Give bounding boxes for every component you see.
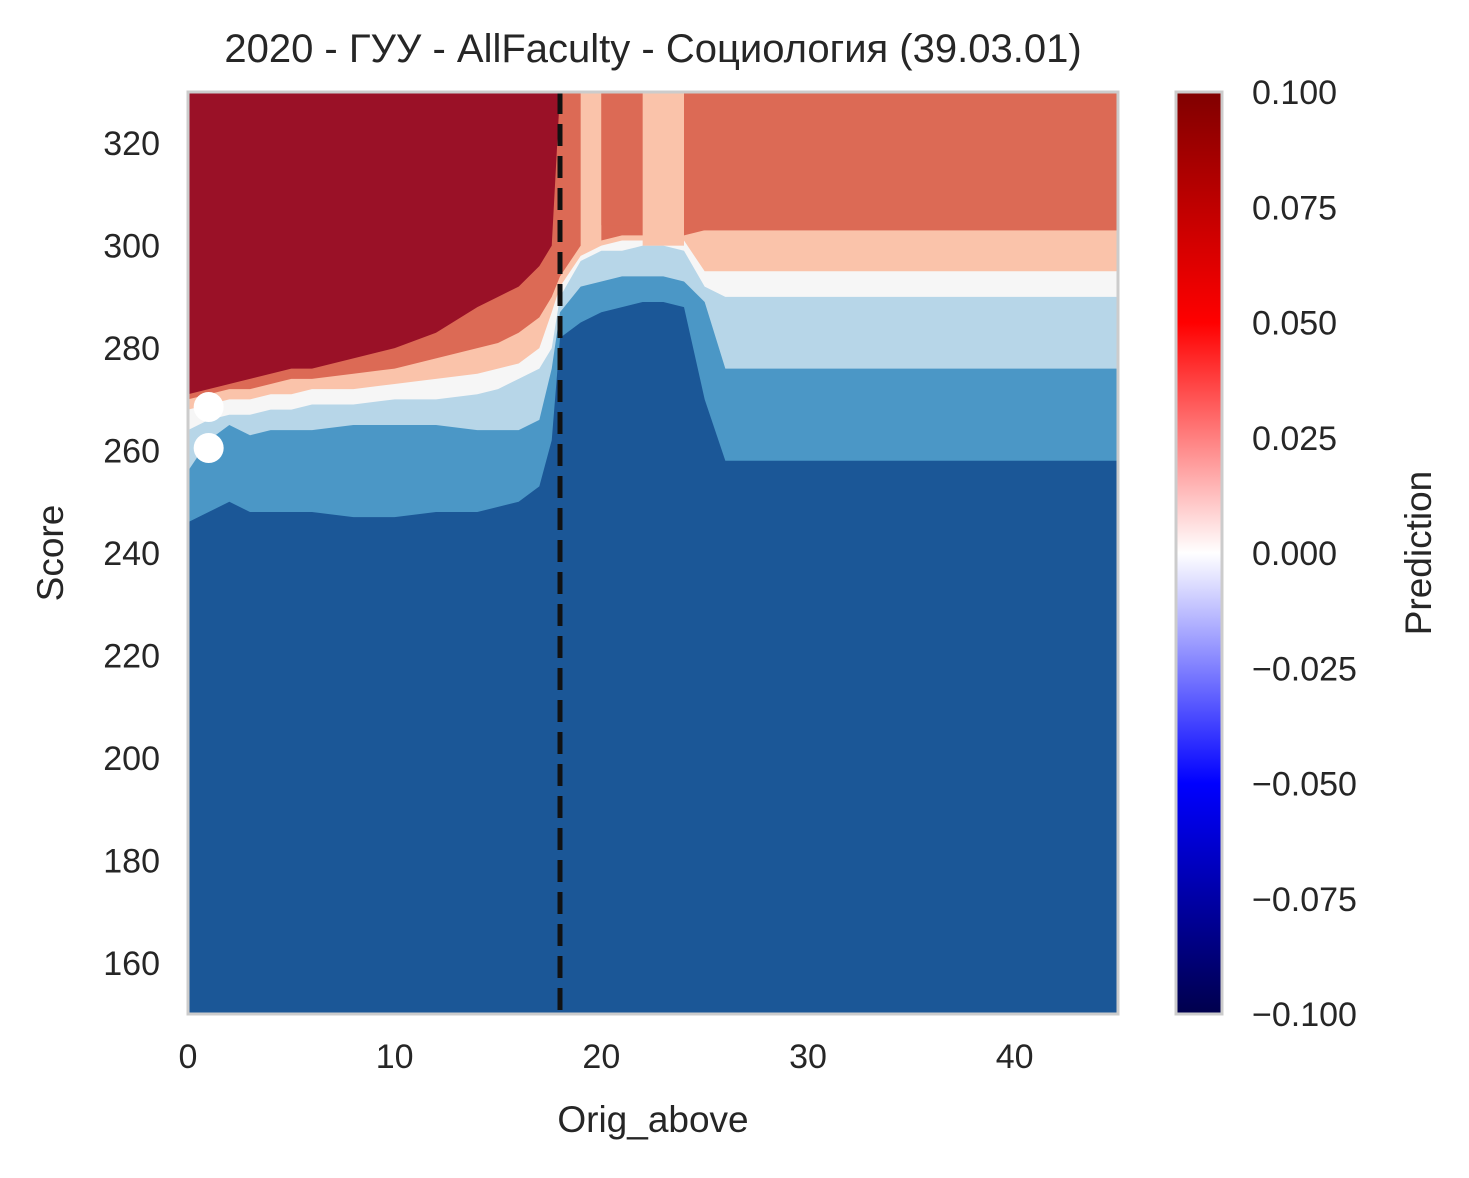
colorbar: 0.100 0.075 0.050 0.025 0.000 −0.025 −0.050 −0.…	[1174, 74, 1439, 1034]
y-tick-label: 220	[103, 637, 160, 675]
y-axis-label: Score	[30, 505, 71, 602]
upper-band-column-2	[642, 92, 684, 246]
plot-area	[188, 92, 1118, 1014]
x-tick-label: 10	[376, 1038, 414, 1076]
colorbar-tick-label: 0.075	[1252, 189, 1337, 227]
colorbar-tick-label: −0.075	[1252, 881, 1357, 919]
y-tick-label: 320	[103, 125, 160, 163]
colorbar-tick-label: −0.025	[1252, 650, 1357, 688]
x-axis-ticks: 0 10 20 30 40	[179, 1038, 1034, 1076]
colorbar-tick-label: 0.025	[1252, 420, 1337, 458]
y-tick-label: 260	[103, 433, 160, 471]
colorbar-tick-label: −0.100	[1252, 996, 1357, 1034]
colorbar-label: Prediction	[1398, 471, 1439, 636]
x-tick-label: 40	[996, 1038, 1034, 1076]
y-tick-label: 300	[103, 228, 160, 266]
y-tick-label: 160	[103, 945, 160, 983]
colorbar-tick-label: 0.050	[1252, 305, 1337, 343]
chart-title: 2020 - ГУУ - AllFaculty - Социология (39…	[224, 27, 1081, 71]
x-tick-label: 0	[179, 1038, 198, 1076]
colorbar-tick-label: 0.000	[1252, 535, 1337, 573]
x-tick-label: 30	[789, 1038, 827, 1076]
colorbar-ticks: 0.100 0.075 0.050 0.025 0.000 −0.025 −0.050 −0.…	[1252, 74, 1357, 1034]
y-tick-label: 180	[103, 842, 160, 880]
y-tick-label: 240	[103, 535, 160, 573]
colorbar-tick-label: −0.050	[1252, 766, 1357, 804]
upper-band-column-1	[601, 92, 643, 226]
plot-frame	[186, 90, 1120, 1016]
colorbar-tick-label: 0.100	[1252, 74, 1337, 112]
x-tick-label: 20	[582, 1038, 620, 1076]
y-axis-ticks: 160 180 200 220 240 260 280 300 320	[103, 125, 160, 983]
colorbar-gradient	[1174, 90, 1224, 1016]
y-tick-label: 280	[103, 330, 160, 368]
data-point-1	[193, 432, 224, 463]
upper-band-column-3	[684, 92, 1118, 231]
x-axis-label: Orig_above	[557, 1099, 748, 1140]
y-tick-label: 200	[103, 740, 160, 778]
contour-level-6	[188, 92, 1118, 395]
data-point-0	[193, 392, 224, 423]
upper-band-column-0	[580, 92, 602, 246]
